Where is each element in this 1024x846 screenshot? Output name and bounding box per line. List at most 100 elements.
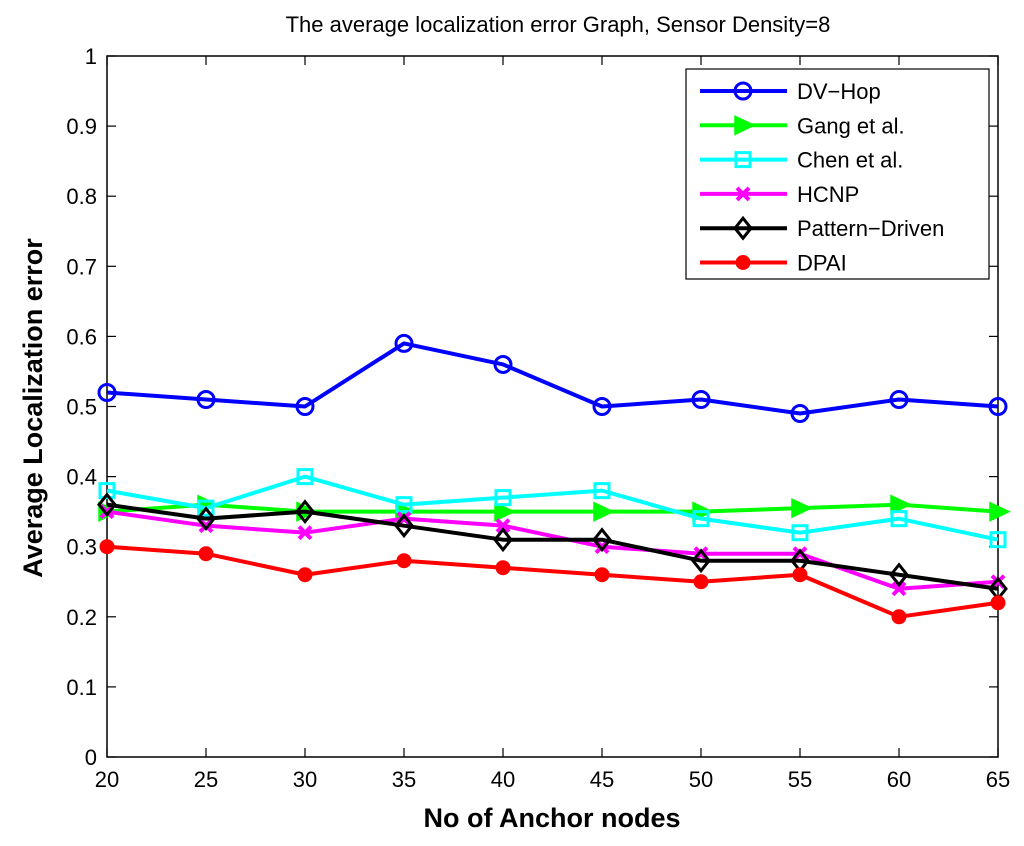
data-point (691, 389, 711, 409)
series-line (106, 502, 999, 591)
legend-item: DPAI (700, 251, 847, 276)
data-point (791, 497, 813, 519)
data-point (196, 389, 216, 409)
y-tick-label: 0.1 (66, 675, 97, 700)
y-tick-label: 1 (85, 44, 97, 69)
data-point (493, 527, 513, 553)
axis-ticks: 20 25 30 35 40 45 50 55 60 65 0 0.1 0.2 0.3 0.4 0.5 0.6 0… (66, 44, 1010, 792)
legend-label: HCNP (797, 182, 859, 207)
data-point (494, 489, 512, 507)
y-tick-label: 0.6 (66, 324, 97, 349)
data-point (98, 482, 116, 500)
series-layer (97, 333, 1011, 625)
data-point (593, 501, 615, 522)
x-tick-label: 35 (392, 767, 416, 792)
y-tick-label: 0.2 (66, 605, 97, 630)
x-tick-label: 65 (986, 767, 1010, 792)
data-point (295, 397, 315, 416)
series-0 (97, 333, 1008, 424)
series-line (106, 502, 999, 514)
data-point (493, 354, 513, 374)
legend-item: Chen et al. (700, 148, 903, 173)
x-tick-label: 30 (293, 767, 317, 792)
y-tick-label: 0.8 (66, 184, 97, 209)
data-point (394, 333, 414, 353)
data-point (99, 539, 115, 555)
data-point (891, 609, 907, 625)
y-tick-label: 0 (85, 745, 97, 770)
legend-box (685, 68, 990, 280)
data-point (691, 548, 711, 574)
data-point (592, 527, 612, 553)
x-axis-label: No of Anchor nodes (424, 803, 681, 833)
data-point (198, 546, 214, 562)
x-tick-label: 25 (194, 767, 218, 792)
legend-label: Chen et al. (797, 148, 903, 173)
legend-marker (735, 186, 751, 202)
series-line (106, 341, 999, 416)
legend-marker (734, 151, 752, 169)
legend-label: Pattern−Driven (797, 216, 944, 241)
x-tick-label: 50 (689, 767, 713, 792)
x-tick-label: 40 (491, 767, 515, 792)
y-tick-label: 0.5 (66, 395, 97, 420)
data-point (693, 574, 709, 590)
data-point (891, 581, 907, 597)
data-point (792, 567, 808, 583)
series-line (106, 509, 999, 591)
data-point (396, 553, 412, 569)
legend-item: DV−Hop (700, 79, 881, 104)
data-point (297, 567, 313, 583)
data-point (297, 525, 313, 541)
legend-item: Gang et al. (700, 113, 905, 138)
data-point (889, 562, 909, 588)
series-line (106, 544, 999, 619)
series-2 (98, 468, 1007, 549)
series-5 (99, 539, 1006, 625)
chart-title: The average localization error Graph, Se… (286, 12, 831, 37)
legend-marker (733, 215, 753, 241)
x-tick-label: 55 (788, 767, 812, 792)
data-point (196, 506, 216, 532)
legend-label: Gang et al. (797, 113, 905, 138)
data-point (495, 560, 511, 576)
legend-marker (734, 115, 756, 136)
data-point (594, 567, 610, 583)
legend-marker (733, 81, 753, 101)
legend-label: DV−Hop (797, 79, 881, 104)
data-point (890, 510, 908, 528)
data-point (593, 482, 611, 500)
series-line (106, 474, 999, 542)
y-tick-label: 0.3 (66, 535, 97, 560)
data-point (692, 510, 710, 528)
data-point (395, 496, 413, 514)
data-point (197, 499, 215, 517)
data-point (791, 524, 809, 542)
x-tick-label: 60 (887, 767, 911, 792)
data-point (97, 492, 117, 518)
legend-item: HCNP (700, 182, 859, 207)
data-point (988, 397, 1008, 416)
data-point (394, 513, 414, 539)
legend-item: Pattern−Driven (700, 215, 944, 241)
legend-marker (735, 255, 751, 270)
legend-label: DPAI (797, 251, 847, 276)
data-point (989, 531, 1007, 549)
data-point (889, 389, 909, 409)
y-tick-label: 0.4 (66, 465, 97, 490)
data-point (495, 518, 511, 534)
y-tick-label: 0.7 (66, 254, 97, 279)
legend: DV−Hop Gang et al. Chen et al. HCNP Pattern−… (685, 68, 990, 280)
data-point (990, 595, 1006, 611)
data-point (296, 468, 314, 486)
y-axis-label: Average Localization error (18, 238, 48, 578)
data-point (494, 501, 516, 522)
data-point (97, 382, 117, 402)
x-tick-label: 45 (590, 767, 614, 792)
data-point (989, 501, 1011, 522)
data-point (295, 499, 315, 525)
data-point (890, 494, 912, 515)
y-tick-label: 0.9 (66, 114, 97, 139)
